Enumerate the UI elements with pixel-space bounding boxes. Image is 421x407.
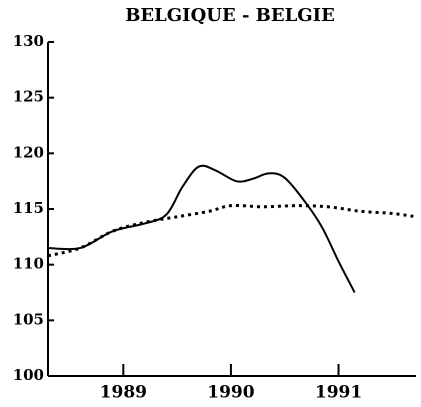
y-tick-label: 120 <box>13 143 44 161</box>
y-tick-label: 115 <box>13 199 44 217</box>
y-tick-label: 125 <box>13 88 44 106</box>
x-tick-label: 1991 <box>315 383 362 403</box>
series-line <box>47 164 356 293</box>
y-tick-label: 105 <box>13 310 44 328</box>
chart-title: BELGIQUE - BELGIE <box>125 5 335 26</box>
y-tick-label: 110 <box>13 255 44 273</box>
x-tick-label: 1989 <box>100 383 147 403</box>
y-tick-label: 130 <box>13 32 44 50</box>
y-tick-label: 100 <box>13 366 44 384</box>
series-line <box>47 203 417 258</box>
x-tick-label: 1990 <box>207 383 254 403</box>
